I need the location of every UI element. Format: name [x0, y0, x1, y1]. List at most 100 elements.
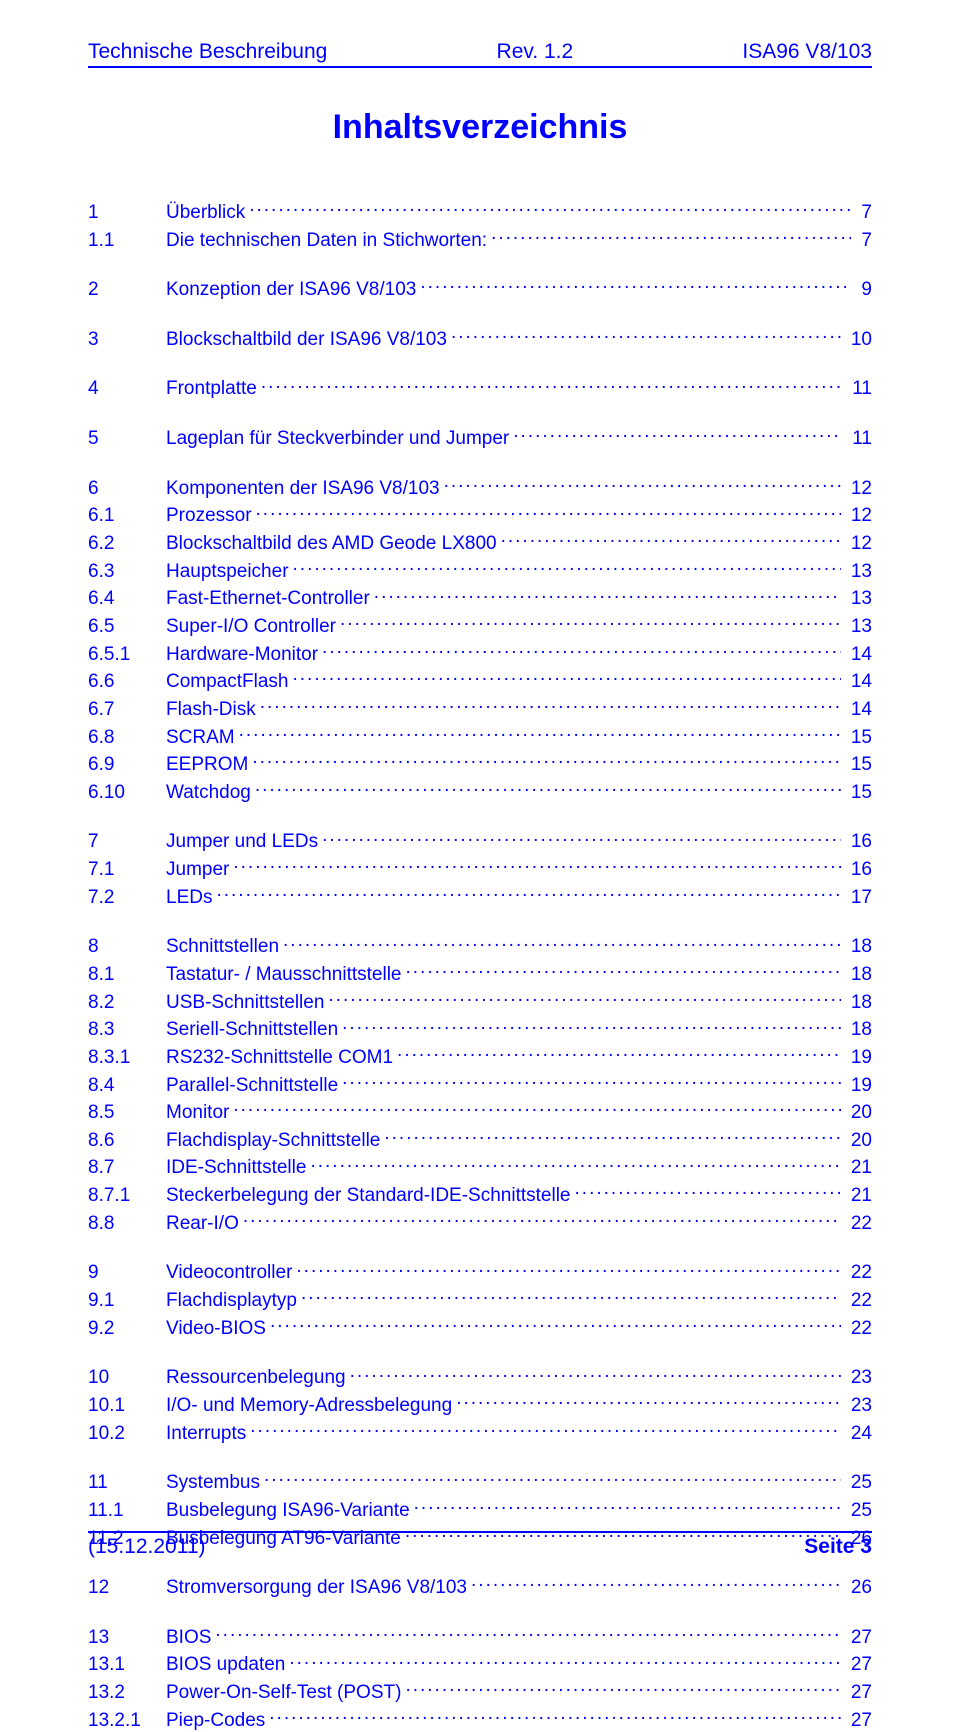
- toc-row: 6.8SCRAM15: [88, 722, 872, 750]
- toc-row: 6Komponenten der ISA96 V8/10312: [88, 473, 872, 501]
- toc-page-number: 14: [845, 698, 872, 722]
- toc-number: 5: [88, 427, 166, 451]
- toc-row: 6.10Watchdog15: [88, 777, 872, 805]
- toc-page-number: 25: [845, 1499, 872, 1523]
- toc-label: Die technischen Daten in Stichworten:: [166, 229, 487, 253]
- toc-leader-dots: [301, 1285, 841, 1306]
- toc-section-gap: [88, 1445, 872, 1467]
- toc-row: 6.4Fast-Ethernet-Controller13: [88, 583, 872, 611]
- toc-label: Komponenten der ISA96 V8/103: [166, 477, 440, 501]
- toc-page-number: 19: [845, 1046, 872, 1070]
- toc-row: 8.2USB-Schnittstellen18: [88, 987, 872, 1015]
- toc-leader-dots: [289, 1650, 840, 1671]
- toc-label: Fast-Ethernet-Controller: [166, 587, 370, 611]
- toc-leader-dots: [420, 274, 851, 295]
- header-right: ISA96 V8/103: [742, 40, 872, 64]
- toc-page-number: 27: [845, 1681, 872, 1705]
- toc-label: Hauptspeicher: [166, 560, 289, 584]
- toc-label: I/O- und Memory-Adressbelegung: [166, 1394, 452, 1418]
- toc-label: Rear-I/O: [166, 1212, 239, 1236]
- toc-number: 8.7.1: [88, 1184, 166, 1208]
- toc-section-gap: [88, 352, 872, 374]
- toc-row: 6.7Flash-Disk14: [88, 694, 872, 722]
- toc-page-number: 14: [845, 670, 872, 694]
- toc-leader-dots: [239, 722, 841, 743]
- toc-row: 8.3.1RS232-Schnittstelle COM119: [88, 1042, 872, 1070]
- toc-section-gap: [88, 1600, 872, 1622]
- toc-page-number: 22: [845, 1261, 872, 1285]
- toc-label: Interrupts: [166, 1422, 246, 1446]
- toc-page-number: 15: [845, 726, 872, 750]
- toc-page-number: 19: [845, 1074, 872, 1098]
- toc-label: Parallel-Schnittstelle: [166, 1074, 338, 1098]
- toc-label: Flash-Disk: [166, 698, 256, 722]
- toc-leader-dots: [340, 611, 841, 632]
- toc-leader-dots: [264, 1467, 841, 1488]
- toc-number: 10.1: [88, 1394, 166, 1418]
- toc-leader-dots: [310, 1153, 840, 1174]
- toc-row: 8.5Monitor20: [88, 1097, 872, 1125]
- toc-section-gap: [88, 1340, 872, 1362]
- toc-page-number: 18: [845, 991, 872, 1015]
- toc-page-number: 15: [845, 753, 872, 777]
- toc-row: 7Jumper und LEDs16: [88, 827, 872, 855]
- toc-number: 2: [88, 278, 166, 302]
- toc-page-number: 9: [855, 278, 872, 302]
- toc-leader-dots: [252, 749, 841, 770]
- toc-leader-dots: [444, 473, 841, 494]
- toc-number: 8.7: [88, 1156, 166, 1180]
- toc-row: 8.7IDE-Schnittstelle21: [88, 1153, 872, 1181]
- toc-leader-dots: [575, 1180, 841, 1201]
- toc-page-number: 27: [845, 1653, 872, 1677]
- toc-label: Systembus: [166, 1471, 260, 1495]
- toc-label: Schnittstellen: [166, 935, 279, 959]
- toc-title: Inhaltsverzeichnis: [88, 108, 872, 147]
- toc-section-gap: [88, 805, 872, 827]
- toc-number: 1: [88, 201, 166, 225]
- toc-row: 8.8Rear-I/O22: [88, 1208, 872, 1236]
- toc-leader-dots: [405, 1677, 840, 1698]
- toc-row: 9Videocontroller22: [88, 1258, 872, 1286]
- toc-leader-dots: [491, 225, 851, 246]
- toc-row: 10Ressourcenbelegung23: [88, 1362, 872, 1390]
- toc-label: Video-BIOS: [166, 1317, 266, 1341]
- toc-page-number: 22: [845, 1212, 872, 1236]
- toc-label: Stromversorgung der ISA96 V8/103: [166, 1576, 467, 1600]
- toc-label: Flachdisplaytyp: [166, 1289, 297, 1313]
- toc-leader-dots: [405, 959, 840, 980]
- toc-page-number: 26: [845, 1576, 872, 1600]
- toc-page-number: 13: [845, 560, 872, 584]
- toc-leader-dots: [501, 528, 841, 549]
- toc-label: Videocontroller: [166, 1261, 292, 1285]
- toc-page-number: 23: [845, 1394, 872, 1418]
- toc-label: CompactFlash: [166, 670, 289, 694]
- toc-row: 1Überblick7: [88, 197, 872, 225]
- toc-page-number: 21: [845, 1184, 872, 1208]
- toc-leader-dots: [328, 987, 840, 1008]
- toc-leader-dots: [350, 1362, 841, 1383]
- toc-row: 8Schnittstellen18: [88, 931, 872, 959]
- toc-label: Blockschaltbild der ISA96 V8/103: [166, 328, 447, 352]
- toc-page-number: 14: [845, 643, 872, 667]
- toc-page-number: 18: [845, 963, 872, 987]
- toc-leader-dots: [249, 197, 851, 218]
- header-center: Rev. 1.2: [497, 40, 574, 64]
- toc-row: 9.1Flachdisplaytyp22: [88, 1285, 872, 1313]
- header-left: Technische Beschreibung: [88, 40, 327, 64]
- toc-label: USB-Schnittstellen: [166, 991, 324, 1015]
- toc-page-number: 16: [845, 858, 872, 882]
- toc-section-gap: [88, 1236, 872, 1258]
- toc-row: 6.3Hauptspeicher 13: [88, 556, 872, 584]
- footer-left: (15.12.2011): [88, 1535, 206, 1559]
- toc-leader-dots: [296, 1258, 840, 1279]
- document-page: Technische Beschreibung Rev. 1.2 ISA96 V…: [0, 0, 960, 1599]
- toc-page-number: 11: [846, 427, 872, 451]
- toc-number: 6.3: [88, 560, 166, 584]
- toc-number: 11.1: [88, 1499, 166, 1523]
- toc-label: Busbelegung ISA96-Variante: [166, 1499, 410, 1523]
- toc-row: 6.6CompactFlash14: [88, 666, 872, 694]
- toc-row: 7.1Jumper16: [88, 854, 872, 882]
- page-footer: (15.12.2011) Seite 3: [88, 1531, 872, 1559]
- toc-number: 8.6: [88, 1129, 166, 1153]
- toc-leader-dots: [451, 324, 841, 345]
